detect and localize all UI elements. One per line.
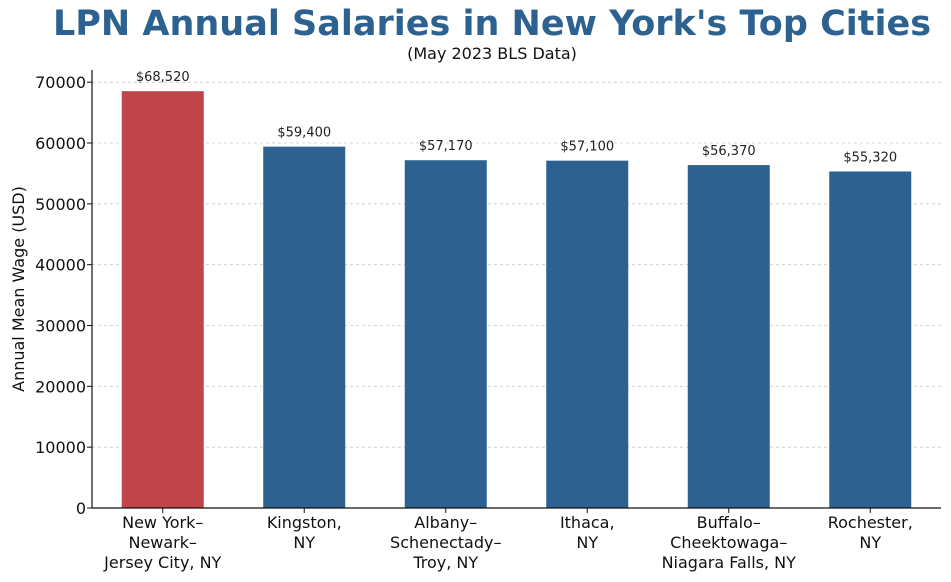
bar (263, 146, 346, 508)
bar (121, 91, 204, 509)
y-tick-label: 10000 (35, 438, 86, 457)
x-tick-label: NY (859, 533, 881, 552)
x-tick-label: Buffalo– (697, 513, 761, 532)
data-label: $55,320 (843, 150, 897, 165)
bar (404, 160, 487, 509)
y-tick-label: 0 (76, 499, 86, 518)
x-tick-label: Newark– (128, 533, 197, 552)
x-tick-label: Schenectady– (390, 533, 501, 552)
y-tick-label: 50000 (35, 195, 86, 214)
data-label: $59,400 (277, 126, 331, 141)
y-tick-label: 20000 (35, 377, 86, 396)
data-label: $68,520 (136, 70, 190, 85)
x-tick-label: NY (576, 533, 598, 552)
data-label: $57,100 (560, 140, 614, 155)
y-tick-label: 40000 (35, 256, 86, 275)
chart-subtitle: (May 2023 BLS Data) (407, 44, 577, 63)
y-tick-label: 70000 (35, 73, 86, 92)
bar (687, 165, 770, 508)
chart-title: LPN Annual Salaries in New York's Top Ci… (52, 4, 932, 44)
x-tick-label: Niagara Falls, NY (662, 553, 797, 572)
x-tick-label: Jersey City, NY (103, 553, 221, 572)
y-axis-label: Annual Mean Wage (USD) (9, 186, 28, 392)
x-tick-label: Troy, NY (412, 553, 478, 572)
x-tick-label: Rochester, (828, 513, 913, 532)
data-label: $57,170 (419, 139, 473, 154)
bar (829, 171, 912, 508)
x-tick-label: Ithaca, (560, 513, 615, 532)
x-tick-label: Kingston, (267, 513, 342, 532)
x-tick-label: New York– (122, 513, 203, 532)
y-tick-label: 60000 (35, 134, 86, 153)
x-tick-label: Cheektowaga– (670, 533, 787, 552)
x-tick-label: NY (293, 533, 315, 552)
bar (546, 160, 629, 508)
y-tick-label: 30000 (35, 317, 86, 336)
data-label: $56,370 (702, 144, 756, 159)
x-tick-label: Albany– (414, 513, 477, 532)
